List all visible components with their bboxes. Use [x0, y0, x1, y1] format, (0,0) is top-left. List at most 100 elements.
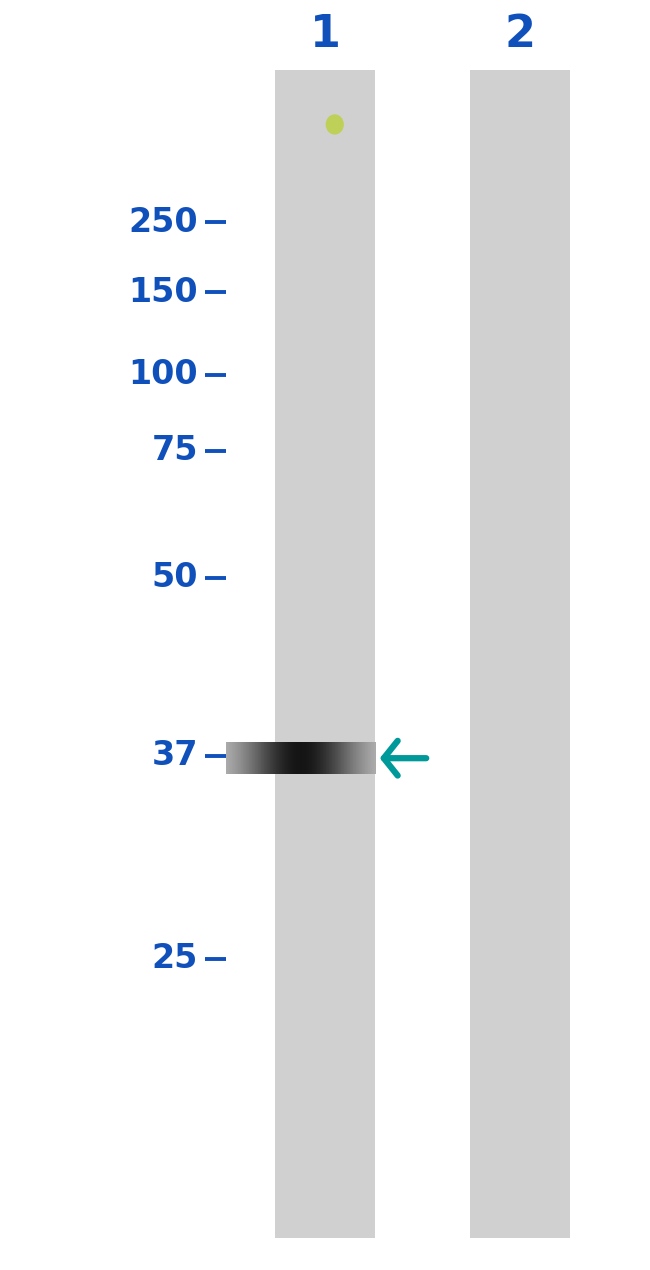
Text: 100: 100 — [129, 358, 198, 391]
Bar — [311, 742, 312, 773]
Bar — [286, 742, 287, 773]
Bar — [270, 742, 271, 773]
Bar — [350, 742, 351, 773]
Bar — [339, 742, 341, 773]
Bar — [327, 742, 329, 773]
Bar — [374, 742, 376, 773]
Bar — [296, 742, 297, 773]
Bar — [275, 742, 276, 773]
Bar — [360, 742, 361, 773]
Bar — [292, 742, 293, 773]
Bar — [341, 742, 342, 773]
Bar — [230, 742, 231, 773]
Bar — [284, 742, 285, 773]
Bar — [372, 742, 374, 773]
Bar — [330, 742, 332, 773]
Bar — [242, 742, 244, 773]
Bar — [239, 742, 240, 773]
Bar — [268, 742, 270, 773]
Bar — [352, 742, 354, 773]
Bar — [365, 742, 367, 773]
Bar — [315, 742, 316, 773]
Bar — [359, 742, 361, 773]
Bar — [265, 742, 266, 773]
Bar — [469, 70, 571, 1238]
Text: 37: 37 — [151, 739, 198, 772]
Bar — [356, 742, 358, 773]
Bar — [310, 742, 311, 773]
Bar — [370, 742, 372, 773]
Bar — [309, 742, 311, 773]
Bar — [364, 742, 365, 773]
Bar — [260, 742, 261, 773]
Bar — [271, 742, 272, 773]
Bar — [334, 742, 335, 773]
Bar — [274, 70, 376, 1238]
Bar — [304, 742, 306, 773]
Bar — [285, 742, 287, 773]
Bar — [336, 742, 337, 773]
Bar — [319, 742, 320, 773]
Bar — [332, 742, 334, 773]
Text: 2: 2 — [504, 13, 536, 56]
Bar — [338, 742, 339, 773]
Bar — [245, 742, 246, 773]
Bar — [331, 742, 332, 773]
Bar — [226, 742, 227, 773]
Bar — [369, 742, 370, 773]
Text: 250: 250 — [129, 206, 198, 239]
Bar — [350, 742, 352, 773]
Bar — [255, 742, 257, 773]
Bar — [329, 742, 330, 773]
Bar — [292, 742, 294, 773]
Bar — [301, 742, 302, 773]
Bar — [361, 742, 363, 773]
Bar — [244, 742, 245, 773]
Bar — [282, 742, 284, 773]
Bar — [277, 742, 278, 773]
Bar — [269, 742, 270, 773]
Bar — [244, 742, 246, 773]
Bar — [276, 742, 278, 773]
Bar — [280, 742, 281, 773]
Text: 50: 50 — [151, 561, 198, 594]
Bar — [227, 742, 229, 773]
Bar — [352, 742, 354, 773]
Bar — [297, 742, 299, 773]
Bar — [239, 742, 240, 773]
Bar — [357, 742, 359, 773]
Bar — [311, 742, 313, 773]
Bar — [266, 742, 267, 773]
Bar — [367, 742, 369, 773]
Bar — [317, 742, 318, 773]
Bar — [259, 742, 261, 773]
Bar — [314, 742, 315, 773]
Bar — [300, 742, 301, 773]
Bar — [265, 742, 266, 773]
Bar — [263, 742, 265, 773]
Bar — [322, 742, 324, 773]
Bar — [305, 742, 306, 773]
Bar — [237, 742, 238, 773]
Bar — [324, 742, 326, 773]
Bar — [272, 742, 273, 773]
Bar — [287, 742, 288, 773]
Bar — [322, 742, 323, 773]
Bar — [302, 742, 303, 773]
Bar — [246, 742, 248, 773]
Bar — [240, 742, 242, 773]
Bar — [287, 742, 289, 773]
Bar — [349, 742, 350, 773]
Bar — [328, 742, 330, 773]
Bar — [369, 742, 370, 773]
Bar — [241, 742, 242, 773]
Bar — [346, 742, 347, 773]
Bar — [281, 742, 283, 773]
Bar — [325, 742, 326, 773]
Bar — [233, 742, 235, 773]
Bar — [321, 742, 322, 773]
Bar — [294, 742, 295, 773]
Bar — [283, 742, 285, 773]
Bar — [373, 742, 374, 773]
Bar — [343, 742, 344, 773]
